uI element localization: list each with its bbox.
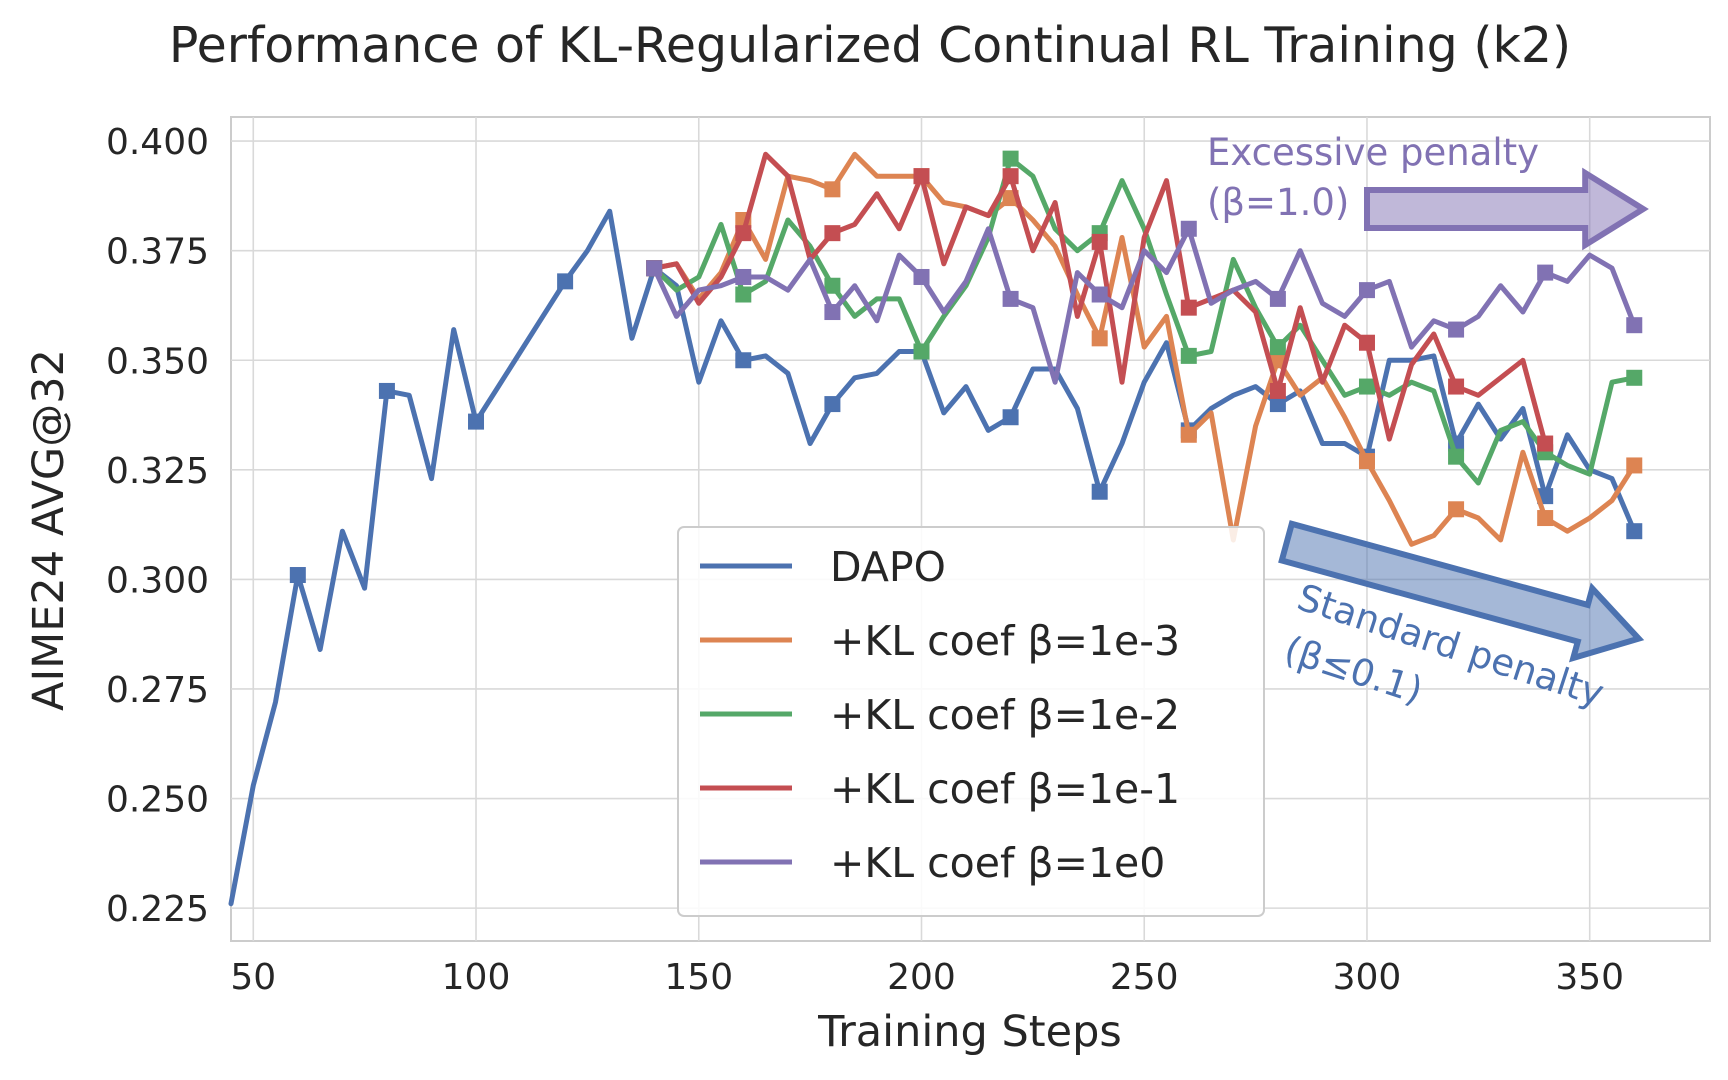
y-axis-label: AIME24 AVG@32 xyxy=(24,349,74,711)
series-line xyxy=(651,226,1637,385)
series-marker xyxy=(1091,330,1108,347)
y-axis-ticks: 0.225 0.250 0.275 0.300 0.325 0.350 0.375 0.400 xyxy=(106,122,209,930)
excessive-penalty-arrow xyxy=(1364,167,1649,251)
series-marker xyxy=(913,268,930,285)
series-marker xyxy=(913,343,930,360)
series-marker xyxy=(1002,168,1019,185)
series-marker xyxy=(735,286,752,303)
series-marker xyxy=(1180,426,1197,443)
y-tick-label: 0.250 xyxy=(106,780,209,821)
y-tick-label: 0.350 xyxy=(106,341,209,382)
x-tick-label: 350 xyxy=(1555,957,1624,998)
series-marker xyxy=(913,168,930,185)
series-marker xyxy=(1269,396,1286,413)
legend-label: DAPO xyxy=(830,543,946,591)
series-marker xyxy=(1002,150,1019,167)
legend-box xyxy=(677,526,1265,917)
series-marker xyxy=(1537,435,1554,452)
series-marker xyxy=(1448,501,1465,518)
x-tick-label: 100 xyxy=(442,957,511,998)
chart-title: Performance of KL-Regularized Continual … xyxy=(169,17,1571,74)
series-marker xyxy=(1448,378,1465,395)
series-marker xyxy=(1091,483,1108,500)
series-marker xyxy=(824,225,841,242)
series-marker xyxy=(1091,233,1108,250)
y-tick-label: 0.400 xyxy=(106,122,209,163)
series-marker xyxy=(1626,457,1643,474)
series-marker xyxy=(378,382,395,399)
series-marker xyxy=(557,273,574,290)
series-marker xyxy=(1269,290,1286,307)
excessive-penalty-label: Excessive penalty xyxy=(1207,131,1539,174)
series-marker xyxy=(468,413,485,430)
series-marker xyxy=(1537,264,1554,281)
annotation-standard-penalty: Standard penalty (β≤0.1) xyxy=(1278,520,1645,715)
series-marker xyxy=(1269,382,1286,399)
x-axis-ticks: 50 100 150 200 250 300 350 xyxy=(230,957,1624,998)
series-marker xyxy=(824,181,841,198)
excessive-penalty-beta-label: (β=1.0) xyxy=(1207,181,1349,224)
annotation-excessive-penalty: Excessive penalty (β=1.0) xyxy=(1207,131,1649,251)
series-marker xyxy=(1626,369,1643,386)
series-line xyxy=(651,151,1637,547)
series-marker xyxy=(1002,409,1019,426)
legend-label: +KL coef β=1e0 xyxy=(830,839,1165,887)
series-marker xyxy=(1091,286,1108,303)
y-tick-label: 0.300 xyxy=(106,560,209,601)
x-tick-label: 300 xyxy=(1333,957,1402,998)
x-tick-label: 250 xyxy=(1110,957,1179,998)
series-marker xyxy=(1358,334,1375,351)
series-4 xyxy=(646,220,1643,385)
series-line xyxy=(651,156,1637,486)
standard-penalty-arrow xyxy=(1278,520,1645,663)
series-marker xyxy=(1002,290,1019,307)
series-marker xyxy=(824,277,841,294)
series-marker xyxy=(824,396,841,413)
series-marker xyxy=(1180,299,1197,316)
y-tick-label: 0.275 xyxy=(106,670,209,711)
y-tick-label: 0.375 xyxy=(106,232,209,273)
series-marker xyxy=(1448,321,1465,338)
series-marker xyxy=(1180,347,1197,364)
y-tick-label: 0.225 xyxy=(106,889,209,930)
series-marker xyxy=(735,225,752,242)
legend-label: +KL coef β=1e-1 xyxy=(830,765,1180,813)
series-marker xyxy=(1358,282,1375,299)
series-marker xyxy=(735,352,752,369)
series-marker xyxy=(289,567,306,584)
x-axis-label: Training Steps xyxy=(817,1007,1122,1057)
series-marker xyxy=(1448,448,1465,465)
series-marker xyxy=(1626,523,1643,540)
legend-label: +KL coef β=1e-2 xyxy=(830,691,1180,739)
y-tick-label: 0.325 xyxy=(106,451,209,492)
legend-label: +KL coef β=1e-3 xyxy=(830,617,1180,665)
series-marker xyxy=(1358,378,1375,395)
plot-frame xyxy=(230,116,1711,942)
series-marker xyxy=(646,260,663,277)
series-marker xyxy=(1269,352,1286,369)
x-tick-label: 200 xyxy=(887,957,956,998)
series-layer xyxy=(228,150,1643,907)
series-marker xyxy=(1626,317,1643,334)
series-marker xyxy=(1180,220,1197,237)
series-line xyxy=(228,208,1637,907)
legend: DAPO +KL coef β=1e-3 +KL coef β=1e-2 +KL co… xyxy=(677,526,1265,917)
series-marker xyxy=(824,304,841,321)
series-marker xyxy=(1537,510,1554,527)
series-marker xyxy=(1358,453,1375,470)
series-marker xyxy=(735,268,752,285)
x-tick-label: 50 xyxy=(230,957,276,998)
x-tick-label: 150 xyxy=(664,957,733,998)
series-marker xyxy=(1269,339,1286,356)
